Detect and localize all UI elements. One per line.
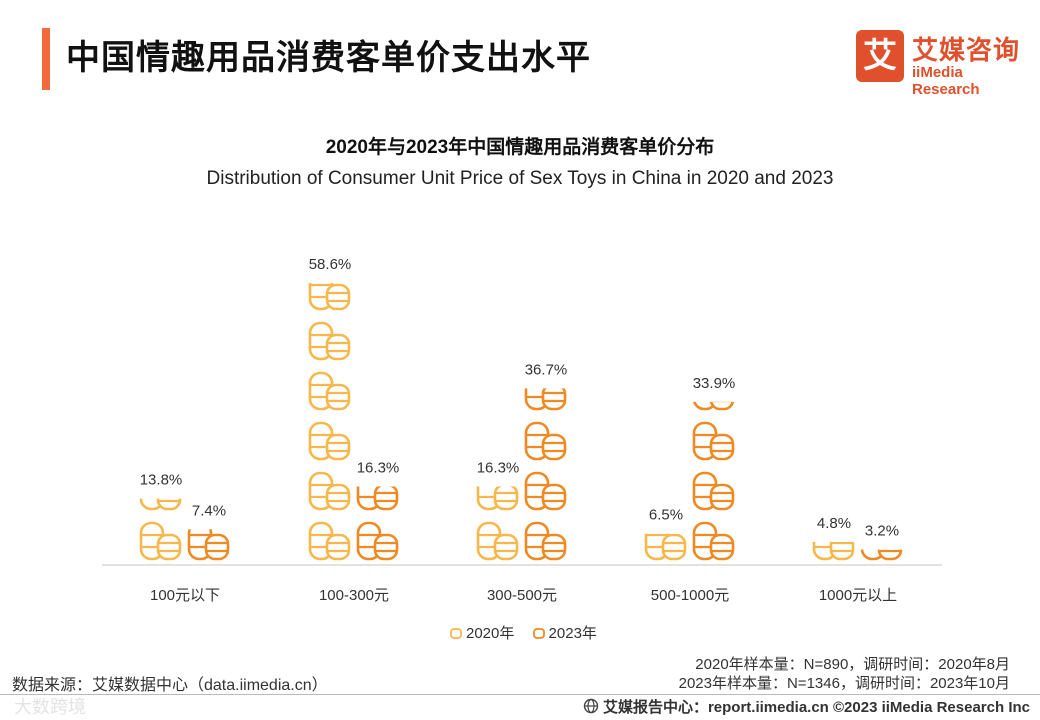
bar-2023年-1000元以上 — [860, 549, 903, 561]
bar-2023年-100-300元 — [356, 486, 399, 561]
chart-legend: 2020年 2023年 — [450, 622, 611, 643]
bar-2023年-100元以下 — [187, 529, 230, 561]
bar-2020年-500-1000元 — [644, 533, 687, 561]
bar-2020年-1000元以上 — [812, 541, 855, 561]
sample-note-2023: 2023年样本量：N=1346，调研时间：2023年10月 — [678, 675, 1010, 692]
sample-note-2020: 2020年样本量：N=890，调研时间：2020年8月 — [695, 656, 1010, 673]
x-tick-label-3: 500-1000元 — [651, 587, 729, 604]
logo-chinese-name: 艾媒咨询 — [912, 35, 1021, 65]
data-label-2023年-500-1000元: 33.9% — [693, 375, 736, 392]
x-tick-label-1: 100-300元 — [319, 587, 389, 604]
legend-label-2020: 2020年 — [466, 625, 515, 642]
bar-2020年-100元以下 — [139, 498, 182, 561]
data-label-2020年-300-500元: 16.3% — [477, 460, 520, 477]
footer-report-center: 艾媒报告中心：report.iimedia.cn ©2023 iiMedia R… — [583, 696, 1030, 717]
chart-subtitle: Distribution of Consumer Unit Price of S… — [206, 168, 834, 189]
data-source: 数据来源：艾媒数据中心（data.iimedia.cn） — [12, 677, 328, 694]
footer-divider — [0, 694, 1040, 695]
globe-icon — [583, 698, 599, 714]
data-label-2020年-1000元以上: 4.8% — [817, 515, 851, 532]
page-title: 中国情趣用品消费客单价支出水平 — [66, 39, 591, 77]
data-label-2023年-1000元以上: 3.2% — [865, 523, 899, 540]
report-url-copyright: 艾媒报告中心：report.iimedia.cn ©2023 iiMedia R… — [602, 699, 1030, 716]
data-label-2020年-500-1000元: 6.5% — [649, 507, 683, 524]
legend-coin-icon-2023 — [532, 628, 545, 639]
bar-2020年-300-500元 — [476, 486, 519, 561]
x-tick-label-0: 100元以下 — [150, 587, 220, 604]
data-label-2023年-300-500元: 36.7% — [525, 361, 568, 378]
legend-coin-icon-2020 — [450, 628, 462, 639]
x-tick-label-4: 1000元以上 — [819, 587, 897, 604]
bar-2023年-300-500元 — [524, 388, 567, 561]
title-accent-bar — [42, 28, 50, 90]
logo-mark: 艾 — [856, 30, 904, 82]
chart-title: 2020年与2023年中国情趣用品消费客单价分布 — [325, 137, 715, 158]
bar-2020年-100-300元 — [308, 283, 351, 561]
data-label-2023年-100-300元: 16.3% — [357, 460, 400, 477]
x-tick-label-2: 300-500元 — [487, 587, 557, 604]
legend-item-2020: 2020年 — [450, 622, 514, 643]
legend-item-2023: 2023年 — [532, 622, 597, 643]
data-label-2023年-100元以下: 7.4% — [192, 502, 226, 519]
watermark-text: 大数跨境 — [14, 697, 86, 717]
data-label-2020年-100-300元: 58.6% — [309, 256, 352, 273]
data-label-2020年-100元以下: 13.8% — [140, 472, 183, 489]
legend-label-2023: 2023年 — [548, 625, 597, 642]
bar-2023年-500-1000元 — [692, 401, 735, 561]
logo-english-name: iiMedia Research — [912, 64, 980, 98]
iimedia-logo: 艾 艾媒咨询 iiMedia Research — [856, 30, 1031, 98]
